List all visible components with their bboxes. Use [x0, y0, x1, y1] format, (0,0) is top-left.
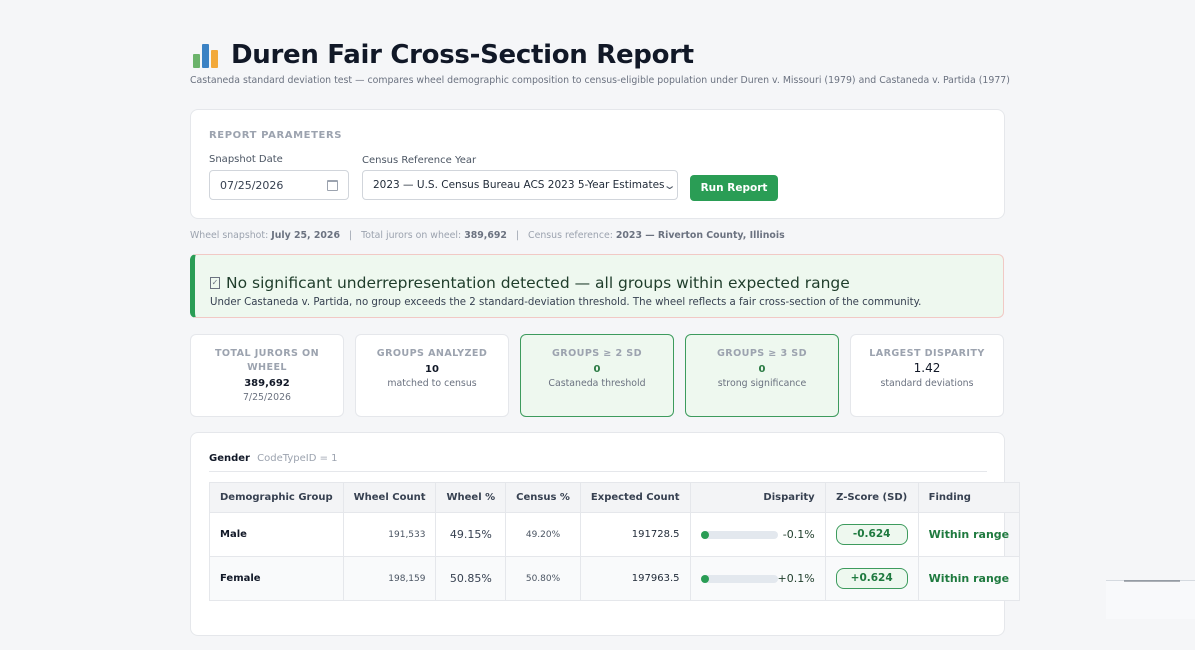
stat-value: 10 — [425, 364, 439, 375]
run-report-button[interactable]: Run Report — [690, 175, 778, 201]
check-icon: ✓ — [210, 277, 220, 289]
separator: | — [515, 230, 520, 241]
chevron-down-icon: ⌄ — [662, 178, 677, 192]
table-row[interactable]: Male 191,533 49.15% 49.20% 191728.5 -0.1… — [209, 512, 1021, 557]
disparity-bar-fill — [700, 574, 709, 583]
census-year-select[interactable]: 2023 — U.S. Census Bureau ACS 2023 5-Yea… — [362, 170, 678, 200]
column-header[interactable]: Z-Score (SD) — [824, 482, 919, 513]
disparity-bar — [700, 574, 778, 583]
column-header[interactable]: Wheel % — [435, 482, 507, 513]
total-jurors-value: 389,692 — [464, 230, 507, 241]
census-year-label: Census Reference Year — [362, 155, 477, 166]
total-jurors-label: Total jurors on wheel: — [361, 230, 462, 241]
stat-sub: matched to census — [387, 378, 477, 389]
floating-panel-handle[interactable] — [1106, 580, 1195, 619]
wheel-snapshot-label: Wheel snapshot: — [190, 230, 269, 241]
snapshot-date-label: Snapshot Date — [209, 154, 283, 165]
column-header[interactable]: Demographic Group — [209, 482, 344, 513]
wheel-pct-cell: 50.85% — [435, 556, 507, 601]
census-reference-value: 2023 — Riverton County, Illinois — [615, 230, 785, 241]
column-header[interactable]: Finding — [917, 482, 1021, 513]
census-pct-cell: 49.20% — [505, 512, 581, 557]
stat-card-groups-2sd: GROUPS ≥ 2 SD 0 Castaneda threshold — [520, 334, 674, 417]
bar-chart-icon — [193, 42, 219, 68]
parameters-heading: REPORT PARAMETERS — [209, 130, 343, 141]
column-header[interactable]: Disparity — [689, 482, 826, 513]
page-subtitle: Castaneda standard deviation test — comp… — [190, 75, 1010, 86]
result-alert: ✓ No significant underrepresentation det… — [190, 254, 1004, 318]
demographic-table: Demographic Group Wheel Count Wheel % Ce… — [209, 482, 1021, 601]
divider — [209, 471, 987, 472]
z-score-badge: -0.624 — [835, 524, 908, 545]
stat-label: GROUPS ≥ 2 SD — [552, 348, 642, 359]
stat-card-total-jurors: TOTAL JURORS ON WHEEL 389,692 7/25/2026 — [190, 334, 344, 417]
separator: | — [348, 230, 353, 241]
group-cell: Male — [209, 512, 344, 557]
stat-value: 1.42 — [913, 361, 941, 375]
stat-value: 389,692 — [244, 378, 290, 389]
expected-count-cell: 197963.5 — [579, 556, 691, 601]
snapshot-summary: Wheel snapshot: July 25, 2026 | Total ju… — [190, 230, 785, 241]
stat-card-groups-3sd: GROUPS ≥ 3 SD 0 strong significance — [685, 334, 839, 417]
stat-card-groups-analyzed: GROUPS ANALYZED 10 matched to census — [355, 334, 509, 417]
page-title: Duren Fair Cross-Section Report — [231, 40, 694, 70]
finding-cell: Within range — [917, 556, 1021, 601]
z-score-cell: -0.624 — [824, 512, 919, 557]
disparity-value: -0.1% — [782, 528, 815, 541]
alert-body: Under Castaneda v. Partida, no group exc… — [210, 297, 922, 308]
snapshot-date-value: 07/25/2026 — [220, 178, 284, 192]
wheel-snapshot-value: July 25, 2026 — [271, 230, 340, 241]
disparity-bar — [700, 530, 778, 539]
disparity-value: +0.1% — [777, 572, 815, 585]
disparity-cell: +0.1% — [689, 556, 826, 601]
wheel-pct-cell: 49.15% — [435, 512, 507, 557]
stat-sub: standard deviations — [880, 378, 974, 389]
column-header[interactable]: Expected Count — [579, 482, 691, 513]
column-header[interactable]: Wheel Count — [342, 482, 437, 513]
gender-table-card: Gender CodeTypeID = 1 Demographic Group … — [190, 432, 1021, 636]
page-header: Duren Fair Cross-Section Report — [193, 40, 694, 70]
wheel-count-cell: 198,159 — [342, 556, 437, 601]
disparity-bar-fill — [700, 530, 709, 539]
report-parameters-card: REPORT PARAMETERS Snapshot Date Census R… — [190, 109, 1005, 219]
snapshot-date-input[interactable]: 07/25/2026 — [209, 170, 349, 200]
calendar-icon[interactable] — [327, 179, 338, 191]
stat-value: 0 — [593, 364, 601, 375]
table-header-row: Demographic Group Wheel Count Wheel % Ce… — [209, 482, 1021, 513]
stat-label: GROUPS ≥ 3 SD — [717, 348, 807, 359]
stat-label: GROUPS ANALYZED — [376, 348, 488, 359]
census-pct-cell: 50.80% — [505, 556, 581, 601]
table-row[interactable]: Female 198,159 50.85% 50.80% 197963.5 +0… — [209, 556, 1021, 601]
alert-title: No significant underrepresentation detec… — [226, 274, 850, 292]
stat-value: 0 — [758, 364, 766, 375]
wheel-count-cell: 191,533 — [342, 512, 437, 557]
disparity-cell: -0.1% — [689, 512, 826, 557]
census-reference-label: Census reference: — [528, 230, 613, 241]
stat-sub: strong significance — [717, 378, 807, 389]
stat-sub: 7/25/2026 — [242, 392, 292, 403]
stat-label: TOTAL JURORS ON WHEEL — [214, 348, 320, 373]
section-title: Gender — [209, 453, 250, 464]
table-section-heading: Gender CodeTypeID = 1 — [209, 453, 338, 464]
column-header[interactable]: Census % — [505, 482, 581, 513]
stat-card-largest-disparity: LARGEST DISPARITY 1.42 standard deviatio… — [850, 334, 1004, 417]
stat-label: LARGEST DISPARITY — [869, 348, 985, 359]
section-code: CodeTypeID = 1 — [257, 453, 338, 464]
census-year-value: 2023 — U.S. Census Bureau ACS 2023 5-Yea… — [373, 179, 665, 191]
z-score-badge: +0.624 — [835, 568, 908, 589]
finding-cell: Within range — [917, 512, 1021, 557]
stat-sub: Castaneda threshold — [548, 378, 646, 389]
z-score-cell: +0.624 — [824, 556, 919, 601]
group-cell: Female — [209, 556, 344, 601]
expected-count-cell: 191728.5 — [579, 512, 691, 557]
